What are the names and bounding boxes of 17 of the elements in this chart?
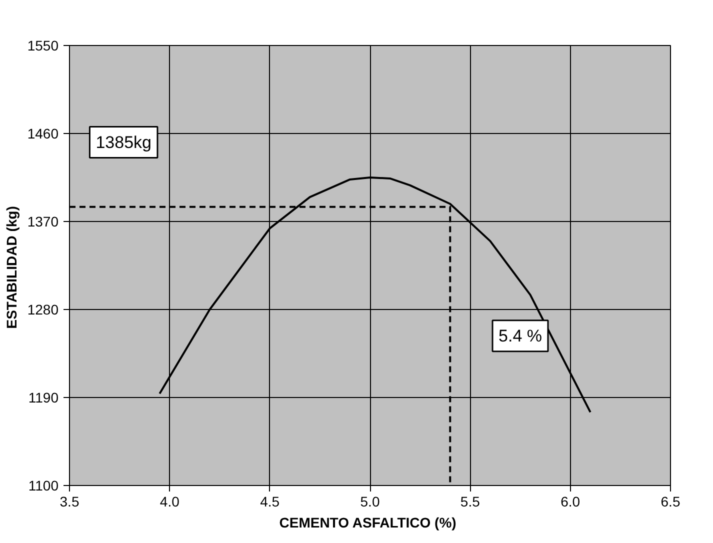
x-axis-title: CEMENTO ASFALTICO (%) xyxy=(279,514,456,530)
y-axis-title: ESTABILIDAD (kg) xyxy=(3,206,20,329)
annotation: 1385kg xyxy=(96,132,152,152)
y-tick-label: 1190 xyxy=(28,390,59,406)
y-tick-label: 1550 xyxy=(27,38,59,54)
x-tick-label: 6.5 xyxy=(660,494,680,510)
annotation: 5.4 % xyxy=(498,326,542,346)
x-tick-label: 4.0 xyxy=(160,494,180,510)
y-tick-label: 1370 xyxy=(27,214,59,230)
x-tick-label: 5.0 xyxy=(360,494,380,510)
y-tick-label: 1100 xyxy=(28,478,59,494)
x-tick-label: 3.5 xyxy=(60,494,80,510)
x-tick-label: 6.0 xyxy=(560,494,580,510)
y-tick-label: 1280 xyxy=(27,302,59,318)
y-tick-label: 1460 xyxy=(27,126,59,142)
x-tick-label: 4.5 xyxy=(260,494,280,510)
x-tick-label: 5.5 xyxy=(460,494,480,510)
